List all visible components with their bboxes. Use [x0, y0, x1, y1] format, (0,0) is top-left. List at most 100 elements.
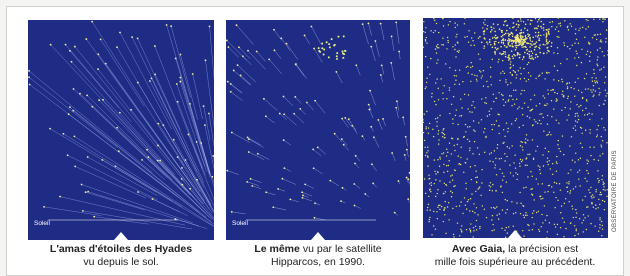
star [548, 51, 550, 53]
star [574, 96, 575, 97]
star [531, 188, 532, 189]
star [537, 56, 539, 58]
star [537, 25, 539, 27]
star [464, 94, 465, 95]
star [602, 18, 603, 19]
star [480, 71, 481, 72]
star [498, 42, 500, 44]
star [503, 42, 504, 43]
star [407, 198, 409, 200]
star [582, 147, 583, 148]
star [530, 43, 532, 45]
star [505, 102, 506, 103]
star [154, 73, 156, 75]
star [602, 140, 603, 141]
star [449, 143, 450, 144]
star [583, 220, 584, 221]
star [531, 51, 533, 53]
panel-gaia [423, 18, 608, 238]
star [428, 196, 429, 197]
star [544, 191, 545, 192]
star [533, 158, 534, 159]
star [459, 50, 460, 51]
star [475, 177, 476, 178]
star [593, 73, 594, 74]
star [373, 136, 375, 138]
star [73, 88, 75, 90]
star [443, 164, 444, 165]
star [471, 179, 472, 180]
star [268, 58, 270, 60]
star [434, 171, 435, 172]
star [505, 39, 507, 41]
star [590, 155, 591, 156]
star [455, 36, 456, 37]
star [434, 20, 435, 21]
star [560, 212, 561, 213]
star [560, 22, 561, 23]
star [577, 115, 578, 116]
star [233, 70, 235, 72]
star [469, 228, 470, 229]
star [523, 40, 525, 42]
star [597, 170, 598, 171]
star [520, 29, 522, 31]
star [507, 209, 508, 210]
star [584, 114, 585, 115]
star [490, 26, 491, 27]
star [587, 163, 588, 164]
star [463, 172, 464, 173]
star [501, 31, 503, 33]
star [453, 234, 454, 235]
star [377, 119, 379, 121]
star [445, 201, 446, 202]
star [354, 163, 356, 165]
panel-hyades-ground: Soleil [28, 20, 214, 240]
star [489, 190, 490, 191]
star [465, 183, 466, 184]
star [474, 45, 475, 46]
panel-bg [28, 20, 214, 240]
star [533, 58, 535, 60]
star [312, 148, 314, 150]
star [205, 59, 207, 61]
star [425, 56, 426, 57]
star [426, 78, 427, 79]
star [460, 164, 461, 165]
star [583, 214, 584, 215]
star [317, 146, 319, 148]
star [483, 70, 484, 71]
star [548, 93, 549, 94]
star [306, 102, 308, 104]
star [574, 43, 575, 44]
star [507, 128, 508, 129]
star [556, 36, 557, 37]
star [581, 127, 582, 128]
star [538, 229, 539, 230]
star [429, 183, 430, 184]
star [256, 51, 258, 53]
star [601, 118, 602, 119]
star [504, 229, 505, 230]
star [511, 50, 513, 52]
star [526, 80, 527, 81]
star [452, 118, 453, 119]
star [504, 160, 505, 161]
star [527, 176, 528, 177]
star [541, 113, 542, 114]
star [28, 76, 30, 78]
star [550, 134, 551, 135]
star [491, 230, 492, 231]
star [579, 218, 580, 219]
star [442, 136, 443, 137]
star [85, 191, 87, 193]
star [556, 171, 557, 172]
star [552, 163, 553, 164]
star [549, 22, 550, 23]
star [525, 187, 526, 188]
star [433, 32, 434, 33]
star [302, 194, 304, 196]
star [489, 185, 490, 186]
star [450, 191, 451, 192]
star [494, 41, 495, 42]
